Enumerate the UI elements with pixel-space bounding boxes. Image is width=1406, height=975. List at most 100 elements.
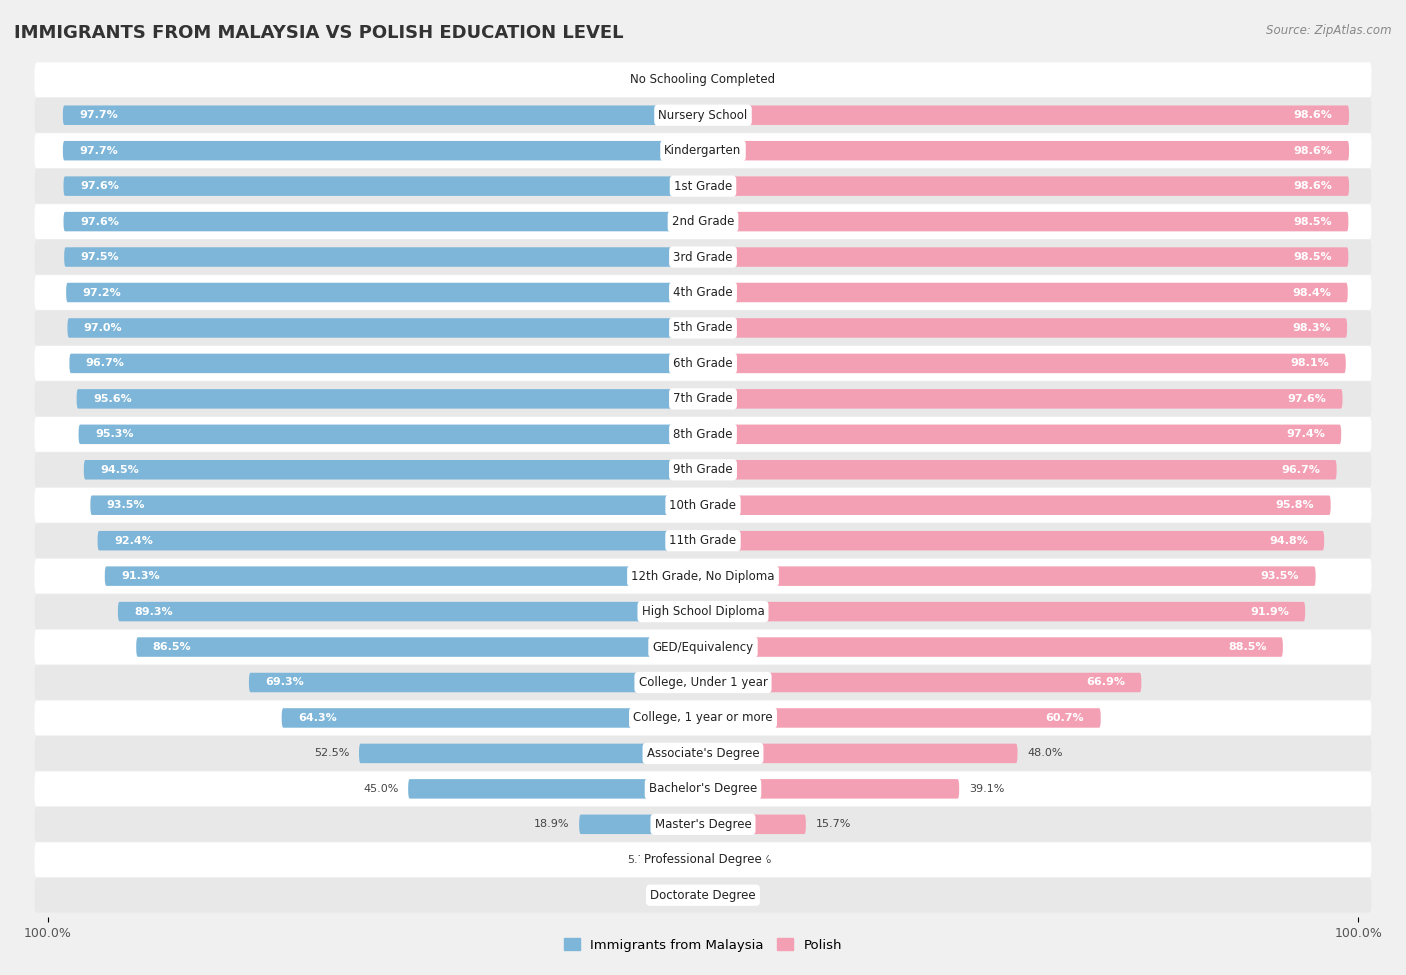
FancyBboxPatch shape — [136, 638, 703, 657]
FancyBboxPatch shape — [63, 176, 703, 196]
Text: 6th Grade: 6th Grade — [673, 357, 733, 370]
FancyBboxPatch shape — [665, 850, 703, 870]
Text: College, Under 1 year: College, Under 1 year — [638, 676, 768, 689]
Text: 88.5%: 88.5% — [1227, 643, 1267, 652]
FancyBboxPatch shape — [67, 318, 703, 337]
FancyBboxPatch shape — [703, 531, 1324, 551]
Text: 86.5%: 86.5% — [153, 643, 191, 652]
FancyBboxPatch shape — [35, 701, 1371, 735]
FancyBboxPatch shape — [703, 708, 1101, 727]
FancyBboxPatch shape — [703, 744, 1018, 763]
Text: Master's Degree: Master's Degree — [655, 818, 751, 831]
FancyBboxPatch shape — [703, 638, 1282, 657]
FancyBboxPatch shape — [703, 424, 1341, 444]
FancyBboxPatch shape — [35, 559, 1371, 594]
FancyBboxPatch shape — [686, 885, 703, 905]
FancyBboxPatch shape — [281, 708, 703, 727]
Text: 98.6%: 98.6% — [1294, 145, 1333, 156]
Text: 64.3%: 64.3% — [298, 713, 337, 722]
FancyBboxPatch shape — [35, 381, 1371, 416]
FancyBboxPatch shape — [35, 771, 1371, 806]
FancyBboxPatch shape — [703, 850, 733, 870]
FancyBboxPatch shape — [703, 673, 1142, 692]
FancyBboxPatch shape — [703, 566, 1316, 586]
FancyBboxPatch shape — [703, 389, 1343, 409]
FancyBboxPatch shape — [118, 602, 703, 621]
FancyBboxPatch shape — [79, 424, 703, 444]
Text: 98.4%: 98.4% — [1292, 288, 1331, 297]
Text: High School Diploma: High School Diploma — [641, 605, 765, 618]
FancyBboxPatch shape — [35, 878, 1371, 913]
FancyBboxPatch shape — [703, 354, 1346, 373]
FancyBboxPatch shape — [97, 531, 703, 551]
Text: Bachelor's Degree: Bachelor's Degree — [650, 782, 756, 796]
Text: 98.5%: 98.5% — [1294, 216, 1331, 226]
FancyBboxPatch shape — [703, 814, 806, 834]
FancyBboxPatch shape — [703, 779, 959, 799]
Text: 8th Grade: 8th Grade — [673, 428, 733, 441]
Text: 39.1%: 39.1% — [969, 784, 1004, 794]
Text: 2.3%: 2.3% — [650, 75, 678, 85]
FancyBboxPatch shape — [408, 779, 703, 799]
FancyBboxPatch shape — [76, 389, 703, 409]
Text: College, 1 year or more: College, 1 year or more — [633, 712, 773, 724]
FancyBboxPatch shape — [703, 885, 716, 905]
Text: IMMIGRANTS FROM MALAYSIA VS POLISH EDUCATION LEVEL: IMMIGRANTS FROM MALAYSIA VS POLISH EDUCA… — [14, 24, 623, 42]
Text: Source: ZipAtlas.com: Source: ZipAtlas.com — [1267, 24, 1392, 37]
Text: 97.0%: 97.0% — [84, 323, 122, 332]
Text: 1st Grade: 1st Grade — [673, 179, 733, 193]
FancyBboxPatch shape — [63, 105, 703, 125]
FancyBboxPatch shape — [703, 495, 1330, 515]
FancyBboxPatch shape — [703, 176, 1348, 196]
Text: 2nd Grade: 2nd Grade — [672, 215, 734, 228]
FancyBboxPatch shape — [35, 665, 1371, 700]
FancyBboxPatch shape — [35, 524, 1371, 558]
Text: 3rd Grade: 3rd Grade — [673, 251, 733, 263]
Text: 97.6%: 97.6% — [1288, 394, 1326, 404]
FancyBboxPatch shape — [35, 594, 1371, 629]
Text: GED/Equivalency: GED/Equivalency — [652, 641, 754, 653]
Text: 18.9%: 18.9% — [534, 819, 569, 830]
Text: No Schooling Completed: No Schooling Completed — [630, 73, 776, 86]
FancyBboxPatch shape — [35, 311, 1371, 345]
Text: 93.5%: 93.5% — [1261, 571, 1299, 581]
FancyBboxPatch shape — [35, 736, 1371, 771]
Legend: Immigrants from Malaysia, Polish: Immigrants from Malaysia, Polish — [558, 933, 848, 957]
Text: 93.5%: 93.5% — [107, 500, 145, 510]
Text: Associate's Degree: Associate's Degree — [647, 747, 759, 760]
Text: 94.5%: 94.5% — [100, 465, 139, 475]
Text: 98.6%: 98.6% — [1294, 110, 1333, 120]
Text: 97.2%: 97.2% — [83, 288, 121, 297]
FancyBboxPatch shape — [703, 248, 1348, 267]
Text: 69.3%: 69.3% — [266, 678, 304, 687]
Text: 7th Grade: 7th Grade — [673, 392, 733, 406]
FancyBboxPatch shape — [35, 62, 1371, 98]
FancyBboxPatch shape — [703, 318, 1347, 337]
Text: 2.6%: 2.6% — [648, 890, 676, 900]
Text: 98.3%: 98.3% — [1292, 323, 1330, 332]
Text: 97.6%: 97.6% — [80, 216, 118, 226]
FancyBboxPatch shape — [703, 460, 1337, 480]
FancyBboxPatch shape — [65, 248, 703, 267]
FancyBboxPatch shape — [35, 240, 1371, 274]
Text: 97.6%: 97.6% — [80, 181, 118, 191]
Text: 91.3%: 91.3% — [121, 571, 160, 581]
Text: 4.6%: 4.6% — [742, 855, 772, 865]
FancyBboxPatch shape — [35, 134, 1371, 168]
Text: 97.5%: 97.5% — [80, 253, 120, 262]
FancyBboxPatch shape — [35, 346, 1371, 381]
Text: 66.9%: 66.9% — [1085, 678, 1125, 687]
Text: 12th Grade, No Diploma: 12th Grade, No Diploma — [631, 569, 775, 583]
Text: 5.7%: 5.7% — [627, 855, 655, 865]
FancyBboxPatch shape — [35, 98, 1371, 133]
Text: 95.3%: 95.3% — [96, 429, 134, 440]
FancyBboxPatch shape — [703, 602, 1305, 621]
Text: 97.4%: 97.4% — [1286, 429, 1324, 440]
FancyBboxPatch shape — [35, 842, 1371, 878]
FancyBboxPatch shape — [35, 807, 1371, 841]
FancyBboxPatch shape — [703, 141, 1348, 161]
Text: 95.6%: 95.6% — [93, 394, 132, 404]
FancyBboxPatch shape — [105, 566, 703, 586]
FancyBboxPatch shape — [66, 283, 703, 302]
FancyBboxPatch shape — [359, 744, 703, 763]
